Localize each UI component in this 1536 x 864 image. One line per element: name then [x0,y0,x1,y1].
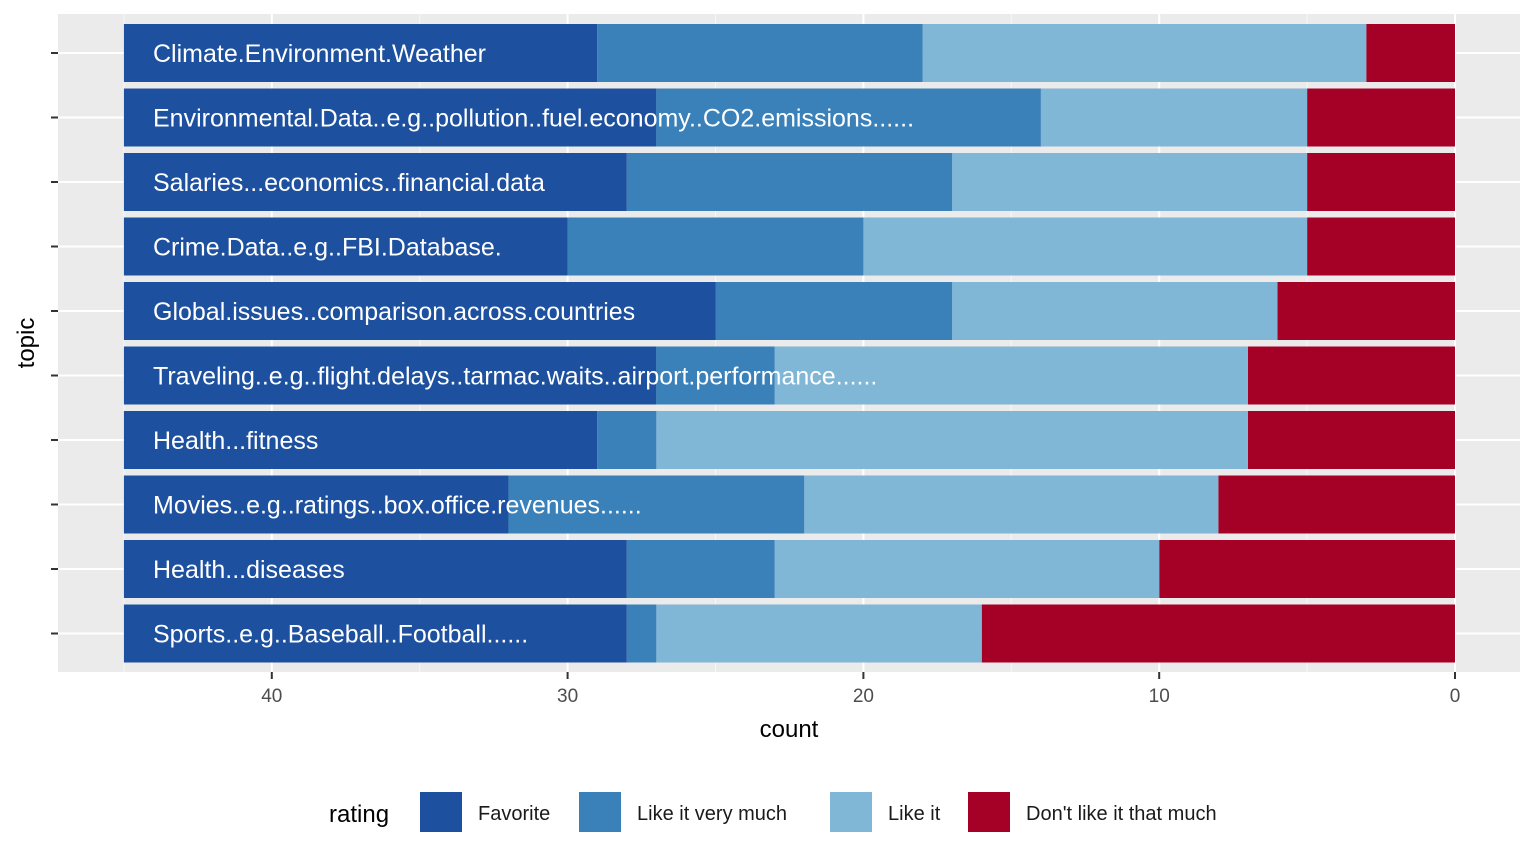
bar-segment [656,88,1041,147]
bar-segment [922,24,1367,82]
bar-segment [123,153,627,211]
bar-segment [774,540,1160,598]
bar-segment [1307,217,1455,276]
legend-label: Like it very much [637,803,787,825]
bar-label: Crime.Data..e.g..FBI.Database. [153,234,502,262]
legend-label: Favorite [478,803,550,825]
bar-label: Health...fitness [153,427,318,455]
bar-label: Environmental.Data..e.g..pollution..fuel… [153,105,914,133]
bar-label: Salaries...economics..financial.data [153,169,545,197]
bar-label: Traveling..e.g..flight.delays..tarmac.wa… [153,363,877,391]
bar-segment [123,411,598,469]
bar-segment [1307,88,1455,147]
legend-key [968,792,1010,832]
bar-segment [597,411,657,469]
bar-segment [981,604,1455,663]
bar-segment [123,217,568,276]
bar-segment [952,282,1278,340]
bar-segment [1040,88,1308,147]
bar-segment [508,475,805,534]
bar-segment [804,475,1219,534]
bar-segment [1366,24,1455,82]
bar-segment [123,475,509,534]
bar-segment [656,346,775,405]
bar-label: Health...diseases [153,556,345,584]
bar-segment [1307,153,1455,211]
bar-segment [774,346,1248,405]
bar-label: Global.issues..comparison.across.countri… [153,298,635,326]
x-axis-title: count [760,716,819,743]
bar-segment [123,604,627,663]
bar-segments [123,24,1455,663]
bar-segment [626,604,657,663]
bar-segment [123,24,598,82]
y-axis-title: topic [13,318,40,369]
bar-segment [123,282,716,340]
bar-segment [863,217,1308,276]
bar-segment [567,217,864,276]
bar-label: Movies..e.g..ratings..box.office.revenue… [153,492,642,520]
bar-segment [626,153,953,211]
x-tick-label: 10 [1149,686,1170,707]
legend-key [420,792,462,832]
bar-segment [715,282,953,340]
bar-segment [656,604,982,663]
legend-key [579,792,621,832]
x-tick-label: 40 [261,686,282,707]
bar-segment [656,411,1248,469]
bar-segment [1247,411,1455,469]
bar-segment [123,346,657,405]
bar-segment [1218,475,1455,534]
bar-segment [123,540,627,598]
bar-segment [626,540,775,598]
bar-segment [952,153,1308,211]
bar-segment [1277,282,1455,340]
bar-labels: Climate.Environment.Weather Environmental… [153,40,914,649]
bar-segment [1247,346,1455,405]
x-tick-label: 20 [853,686,874,707]
x-tick-label: 0 [1450,686,1461,707]
legend: rating Favorite Like it very much Like it D… [329,792,1217,832]
x-tick-label: 30 [557,686,578,707]
legend-label: Like it [888,803,941,825]
x-axis-ticks: 40 30 20 10 0 [261,672,1460,707]
bar-segment [123,88,657,147]
y-axis-ticks [51,52,58,635]
bar-label: Sports..e.g..Baseball..Football...... [153,621,528,649]
bar-label: Climate.Environment.Weather [153,40,486,68]
bar-segment [1159,540,1455,598]
legend-key [830,792,872,832]
bar-segment [597,24,923,82]
legend-label: Don't like it that much [1026,803,1217,825]
legend-title: rating [329,801,389,828]
